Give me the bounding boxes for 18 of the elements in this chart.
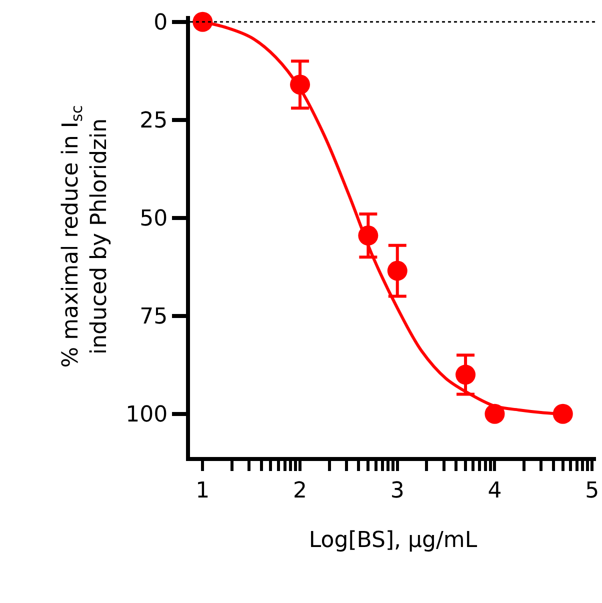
x-tick-label: 2: [293, 478, 308, 504]
point: [456, 364, 476, 385]
point: [358, 226, 378, 246]
y-tick-label: 25: [140, 108, 168, 134]
x-axis-title: Log[BS], µg/mL: [308, 528, 478, 553]
point: [484, 404, 505, 424]
point: [552, 404, 573, 424]
x-tick-label: 4: [488, 478, 502, 504]
y-tick-label: 100: [126, 402, 168, 428]
x-tick-label: 1: [196, 478, 210, 504]
x-tick-label: 3: [390, 478, 404, 504]
y-tick-label: 75: [140, 304, 168, 330]
point: [290, 74, 310, 95]
point: [192, 12, 213, 32]
point: [387, 260, 408, 281]
y-tick-label: 50: [140, 206, 168, 232]
x-tick-label: 5: [585, 478, 600, 504]
y-tick-label: 0: [154, 10, 168, 36]
